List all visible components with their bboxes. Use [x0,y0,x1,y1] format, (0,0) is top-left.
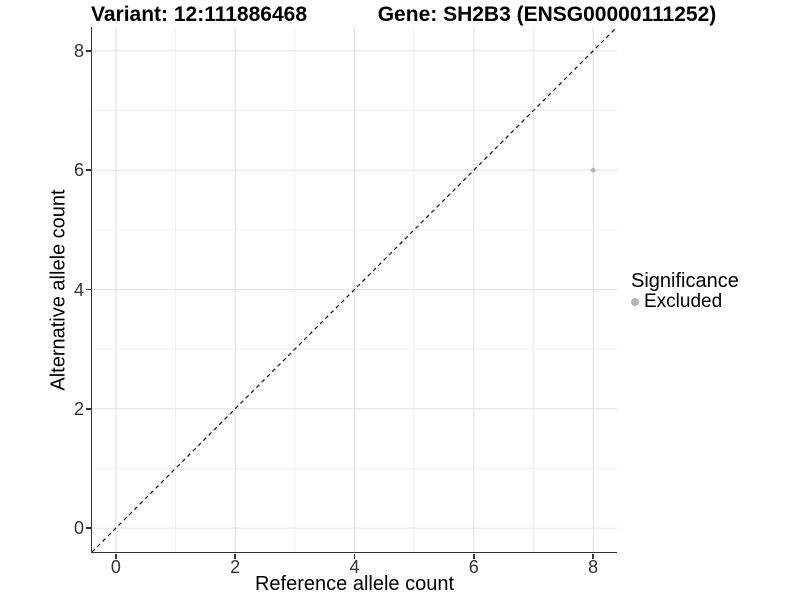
legend-items: Excluded [631,292,739,312]
plot-canvas [91,27,617,552]
y-tick-label: 8 [73,40,84,61]
legend: Significance Excluded [631,270,739,312]
data-point [590,167,596,173]
y-tick-label: 0 [73,518,84,539]
legend-key-dot-icon [631,298,639,306]
x-tick-mark [115,553,117,559]
legend-item: Excluded [631,292,739,312]
identity-line [91,27,617,552]
y-tick-label: 2 [73,398,84,419]
x-tick-mark [473,553,475,559]
plot-panel [90,27,617,553]
x-tick-mark [353,553,356,559]
y-tick-label: 4 [73,279,84,300]
x-tick-mark [234,553,236,559]
y-axis-title: Alternative allele count [47,189,70,391]
plot-title-gene: Gene: SH2B3 (ENSG00000111252) [377,3,717,26]
x-tick-mark [592,553,594,559]
legend-title: Significance [631,270,739,292]
y-tick-label: 6 [73,160,84,181]
plot-title-variant: Variant: 12:111886468 [90,3,308,26]
x-axis-title: Reference allele count [254,573,454,595]
legend-item-label: Excluded [644,291,723,312]
